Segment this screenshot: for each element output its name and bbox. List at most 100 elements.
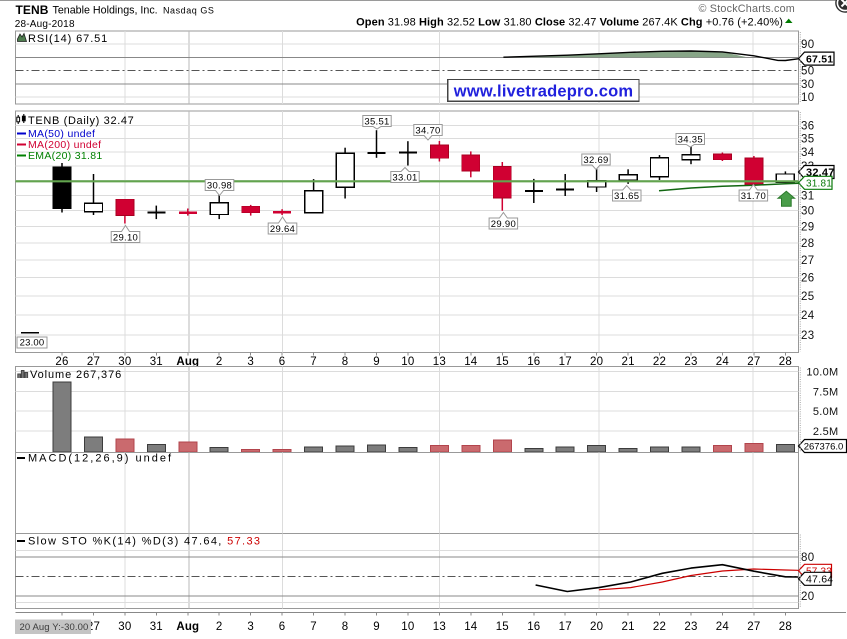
svg-text:17: 17 <box>559 621 572 633</box>
svg-text:31: 31 <box>150 356 163 368</box>
svg-text:www.livetradepro.com: www.livetradepro.com <box>453 83 633 101</box>
svg-text:14: 14 <box>464 621 478 633</box>
svg-text:Slow STO %K(14) %D(3) 47.64, 5: Slow STO %K(14) %D(3) 47.64, 57.33 <box>28 536 261 548</box>
svg-text:20: 20 <box>801 591 815 603</box>
svg-text:MA(50) undef: MA(50) undef <box>28 128 95 140</box>
svg-text:5.0M: 5.0M <box>813 406 839 418</box>
svg-text:13: 13 <box>433 356 446 368</box>
svg-text:Aug: Aug <box>176 621 199 633</box>
svg-text:47.64: 47.64 <box>806 574 833 586</box>
svg-text:Nasdaq GS: Nasdaq GS <box>163 6 214 16</box>
svg-text:6: 6 <box>279 621 286 633</box>
svg-text:8: 8 <box>342 356 349 368</box>
svg-text:9: 9 <box>373 356 380 368</box>
svg-text:24: 24 <box>716 621 730 633</box>
svg-text:20: 20 <box>590 621 603 633</box>
svg-text:34: 34 <box>801 147 815 159</box>
svg-text:EMA(20) 31.81: EMA(20) 31.81 <box>28 150 103 162</box>
svg-text:26: 26 <box>801 273 815 285</box>
svg-text:34.35: 34.35 <box>678 135 703 146</box>
svg-text:33.01: 33.01 <box>392 173 417 184</box>
svg-text:31.70: 31.70 <box>741 191 766 202</box>
svg-text:29: 29 <box>801 222 815 234</box>
svg-text:23: 23 <box>801 330 815 342</box>
svg-text:15: 15 <box>496 356 509 368</box>
svg-text:16: 16 <box>527 621 540 633</box>
svg-text:34.70: 34.70 <box>415 126 440 137</box>
svg-text:Open 31.98 High 32.52 Low 31: Open 31.98 High 32.52 Low 31.80 Close 32… <box>356 16 783 28</box>
svg-text:24: 24 <box>716 356 730 368</box>
svg-text:10: 10 <box>401 356 414 368</box>
svg-text:31.81: 31.81 <box>806 179 832 190</box>
svg-text:23: 23 <box>684 356 697 368</box>
svg-text:17: 17 <box>559 356 572 368</box>
svg-text:27: 27 <box>87 356 100 368</box>
svg-text:25: 25 <box>801 291 815 303</box>
svg-text:22: 22 <box>653 621 666 633</box>
svg-text:24: 24 <box>801 310 815 322</box>
svg-text:Tenable Holdings, Inc.: Tenable Holdings, Inc. <box>53 5 158 17</box>
svg-text:30: 30 <box>118 356 131 368</box>
svg-text:29.90: 29.90 <box>491 219 516 230</box>
svg-text:28: 28 <box>779 356 792 368</box>
svg-text:23.00: 23.00 <box>20 338 45 349</box>
svg-text:32.69: 32.69 <box>583 155 608 166</box>
svg-text:23: 23 <box>684 621 697 633</box>
svg-text:2.5M: 2.5M <box>813 426 839 438</box>
svg-text:7: 7 <box>310 621 317 633</box>
svg-text:6: 6 <box>279 356 286 368</box>
svg-text:90: 90 <box>801 39 815 51</box>
svg-text:26: 26 <box>55 356 68 368</box>
svg-text:31.65: 31.65 <box>614 191 639 202</box>
svg-text:27: 27 <box>747 621 760 633</box>
svg-text:28-Aug-2018: 28-Aug-2018 <box>15 19 75 30</box>
svg-text:29.64: 29.64 <box>270 224 295 235</box>
svg-text:267376.0: 267376.0 <box>804 441 844 452</box>
svg-text:10: 10 <box>401 621 414 633</box>
svg-text:Aug: Aug <box>176 356 199 368</box>
svg-text:30: 30 <box>118 621 131 633</box>
svg-text:35.51: 35.51 <box>364 117 389 128</box>
svg-text:3: 3 <box>247 356 254 368</box>
svg-text:MA(200) undef: MA(200) undef <box>28 139 101 151</box>
svg-text:67.51: 67.51 <box>806 53 833 65</box>
svg-text:31: 31 <box>150 621 163 633</box>
svg-text:50: 50 <box>801 66 815 78</box>
svg-text:28: 28 <box>779 621 792 633</box>
svg-text:2: 2 <box>216 621 223 633</box>
svg-text:7: 7 <box>310 356 317 368</box>
svg-text:30: 30 <box>801 206 815 218</box>
svg-text:30: 30 <box>801 79 815 91</box>
svg-text:2: 2 <box>216 356 223 368</box>
svg-text:15: 15 <box>496 621 509 633</box>
svg-text:TENB: TENB <box>16 3 49 17</box>
svg-text:3: 3 <box>247 621 254 633</box>
svg-text:13: 13 <box>433 621 446 633</box>
svg-text:21: 21 <box>621 356 634 368</box>
svg-text:22: 22 <box>653 356 666 368</box>
svg-text:21: 21 <box>621 621 634 633</box>
svg-text:27: 27 <box>801 255 815 267</box>
svg-text:36: 36 <box>801 120 815 132</box>
svg-text:31: 31 <box>801 190 815 202</box>
svg-text:MACD(12,26,9) undef: MACD(12,26,9) undef <box>28 453 173 465</box>
svg-text:80: 80 <box>801 552 815 564</box>
svg-text:RSI(14) 67.51: RSI(14) 67.51 <box>28 33 108 45</box>
svg-text:10.0M: 10.0M <box>806 367 838 379</box>
svg-text:7.5M: 7.5M <box>813 386 839 398</box>
svg-text:10: 10 <box>801 92 815 104</box>
svg-text:TENB (Daily) 32.47: TENB (Daily) 32.47 <box>28 115 134 127</box>
svg-text:9: 9 <box>373 621 380 633</box>
svg-text:© StockCharts.com: © StockCharts.com <box>698 3 795 15</box>
svg-text:28: 28 <box>801 238 815 250</box>
svg-text:30.98: 30.98 <box>207 181 232 192</box>
svg-text:20 Aug Y:-30.00: 20 Aug Y:-30.00 <box>20 622 89 633</box>
svg-text:14: 14 <box>464 356 478 368</box>
svg-text:35: 35 <box>801 134 815 146</box>
svg-text:16: 16 <box>527 356 540 368</box>
svg-text:8: 8 <box>342 621 349 633</box>
svg-text:Volume 267,376: Volume 267,376 <box>30 369 122 381</box>
svg-text:27: 27 <box>747 356 760 368</box>
svg-text:29.10: 29.10 <box>113 233 138 244</box>
svg-text:20: 20 <box>590 356 603 368</box>
